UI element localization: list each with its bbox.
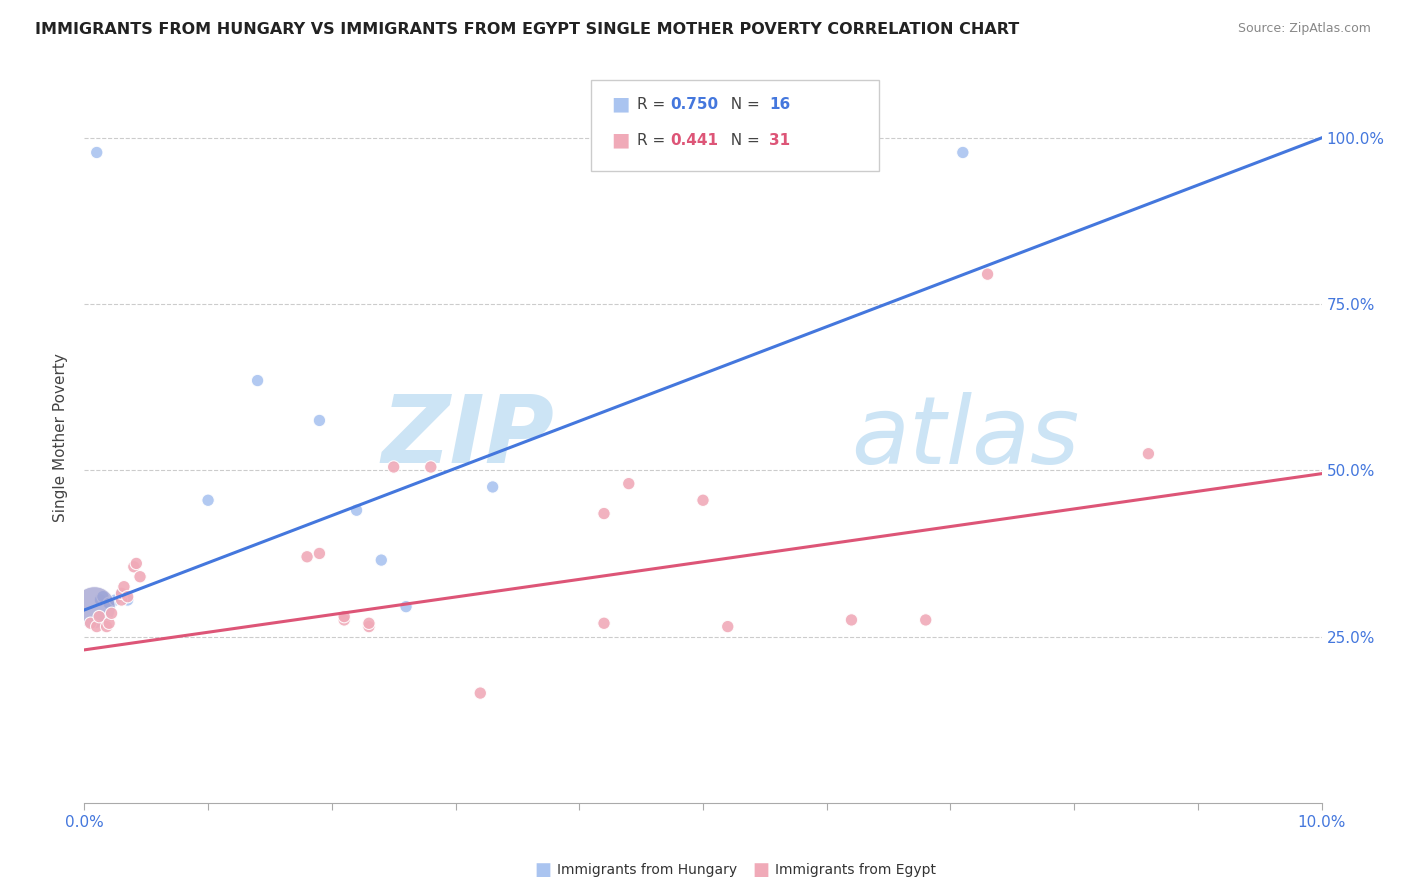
Point xyxy=(395,599,418,614)
Text: ■: ■ xyxy=(534,861,551,879)
Text: ■: ■ xyxy=(752,861,769,879)
Text: Source: ZipAtlas.com: Source: ZipAtlas.com xyxy=(1237,22,1371,36)
Text: N =: N = xyxy=(721,97,765,112)
Point xyxy=(98,616,121,631)
Point xyxy=(841,613,863,627)
Point xyxy=(110,586,132,600)
Point xyxy=(617,476,640,491)
Point xyxy=(308,546,330,560)
Point xyxy=(481,480,503,494)
Point xyxy=(96,619,118,633)
Text: IMMIGRANTS FROM HUNGARY VS IMMIGRANTS FROM EGYPT SINGLE MOTHER POVERTY CORRELATI: IMMIGRANTS FROM HUNGARY VS IMMIGRANTS FR… xyxy=(35,22,1019,37)
Point xyxy=(370,553,392,567)
Point xyxy=(125,557,148,571)
Point xyxy=(129,570,152,584)
Point xyxy=(89,593,111,607)
Point xyxy=(976,267,998,281)
Text: ■: ■ xyxy=(612,95,630,114)
Text: N =: N = xyxy=(721,133,765,147)
Point xyxy=(357,616,380,631)
Point xyxy=(91,590,114,604)
Text: 0.441: 0.441 xyxy=(671,133,718,147)
Text: R =: R = xyxy=(637,133,671,147)
Point xyxy=(79,616,101,631)
Point xyxy=(382,460,405,475)
Point xyxy=(89,609,111,624)
Point xyxy=(83,599,105,614)
Text: R =: R = xyxy=(637,97,671,112)
Point xyxy=(100,607,122,621)
Point xyxy=(419,460,441,475)
Point xyxy=(117,593,139,607)
Point xyxy=(86,145,108,160)
Point xyxy=(470,686,492,700)
Point xyxy=(593,616,616,631)
Point xyxy=(117,590,139,604)
Point xyxy=(357,619,380,633)
Text: Immigrants from Egypt: Immigrants from Egypt xyxy=(775,863,936,877)
Point xyxy=(110,593,132,607)
Point xyxy=(295,549,318,564)
Text: atlas: atlas xyxy=(852,392,1080,483)
Point xyxy=(952,145,974,160)
Y-axis label: Single Mother Poverty: Single Mother Poverty xyxy=(53,352,69,522)
Point xyxy=(122,559,145,574)
Point xyxy=(692,493,714,508)
Point xyxy=(914,613,936,627)
Text: 31: 31 xyxy=(769,133,790,147)
Point xyxy=(346,503,368,517)
Point xyxy=(98,596,121,610)
Text: Immigrants from Hungary: Immigrants from Hungary xyxy=(557,863,737,877)
Text: 16: 16 xyxy=(769,97,790,112)
Text: ■: ■ xyxy=(612,130,630,150)
Point xyxy=(104,593,127,607)
Point xyxy=(333,613,356,627)
Point xyxy=(110,586,132,600)
Point xyxy=(86,619,108,633)
Point xyxy=(246,374,269,388)
Point xyxy=(1137,447,1160,461)
Point xyxy=(112,580,135,594)
Text: ZIP: ZIP xyxy=(381,391,554,483)
Point xyxy=(717,619,740,633)
Point xyxy=(593,507,616,521)
Text: 0.750: 0.750 xyxy=(671,97,718,112)
Point xyxy=(308,413,330,427)
Point xyxy=(197,493,219,508)
Point xyxy=(333,609,356,624)
